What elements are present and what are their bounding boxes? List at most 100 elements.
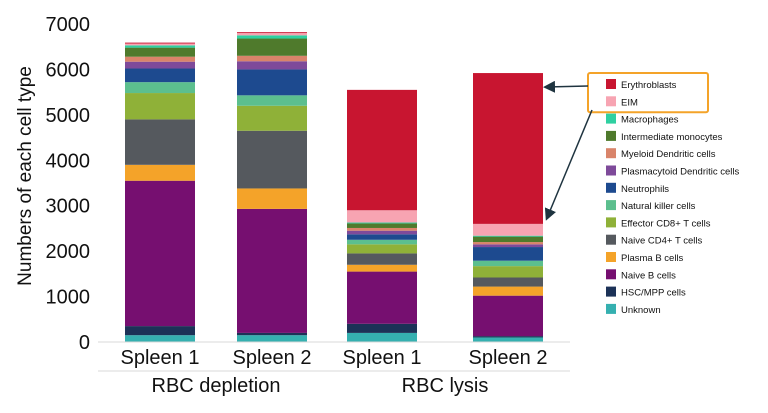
bar-segment [473,295,543,337]
y-axis-label: Numbers of each cell type [15,66,36,286]
bar-segment [125,45,195,48]
bar-segment [237,38,307,56]
bar-segment [237,332,307,336]
x-tick-label: Spleen 2 [233,347,312,369]
legend-swatch [606,113,616,124]
x-tick-label: Spleen 1 [121,347,200,369]
legend-swatch [606,96,616,107]
x-tick-label: Spleen 1 [343,347,422,369]
legend-swatch [606,200,616,211]
bar-stack [237,32,307,342]
legend-label: Neutrophils [621,184,669,195]
bar-segment [237,208,307,333]
legend-swatch [606,79,616,89]
bar-segment [125,326,195,336]
legend-swatch [606,286,616,297]
group-label: RBC depletion [152,375,281,397]
bar-segment [125,42,195,44]
bar-segment [125,47,195,57]
annotation-arrow [543,80,589,93]
bar-segment [347,230,417,235]
y-tick-label: 1000 [46,287,91,309]
bar-segment [237,130,307,189]
legend-swatch [606,148,616,159]
bar-segment [347,227,417,231]
y-tick-label: 3000 [46,196,91,218]
legend-label: Plasmacytoid Dendritic cells [621,167,740,178]
y-tick-label: 6000 [46,59,91,81]
x-axis-labels: Spleen 1 Spleen 2 Spleen 1 Spleen 2 RBC depl… [121,347,548,397]
bar-segment [347,323,417,333]
legend-label: Natural killer cells [621,201,696,212]
y-tick-label: 5000 [46,105,91,127]
y-tick-label: 2000 [46,241,91,263]
legend-label: Myeloid Dendritic cells [621,149,716,160]
bar-segment [347,271,417,324]
legend-label: Naive B cells [621,270,676,281]
y-tick-label: 4000 [46,150,91,172]
bar-segment [473,73,543,224]
group-label: RBC lysis [402,375,489,397]
bar-segment [237,69,307,96]
y-tick-label: 0 [79,332,90,354]
legend-highlight-box [587,72,709,114]
legend-label: Plasma B cells [621,253,684,264]
bar-segment [473,286,543,296]
bar-segment [347,253,417,265]
legend-swatch [606,165,616,176]
bar-segment [125,180,195,327]
bar-segment [347,239,417,245]
bar-segment [237,32,307,34]
annotations [543,72,709,221]
legend-swatch [606,234,616,245]
bar-segment [347,89,417,211]
bar-segment [473,244,543,248]
bar-segment [125,82,195,94]
bar-segment [237,55,307,62]
legend-swatch [606,252,616,262]
bar-segment [473,235,543,237]
bar-stack [473,73,543,342]
bar-segment [473,247,543,261]
bar-stack [125,42,195,342]
bar-segment [473,242,543,245]
legend-label: Macrophages [621,115,679,126]
bar-segment [237,61,307,70]
bar-segment [347,223,417,228]
bar-segment [125,68,195,83]
bar-segment [237,188,307,209]
bar-segment [237,105,307,131]
bar-segment [473,337,543,342]
bar-segment [237,35,307,39]
bar-stack [347,89,417,342]
legend-swatch [606,182,616,193]
legend-label: HSC/MPP cells [621,288,686,299]
bar-segment [125,61,195,69]
legend-swatch [606,303,616,314]
bar-segment [125,335,195,342]
y-tick-label: 7000 [46,14,91,36]
bar-segment [473,260,543,267]
bar-segment [125,164,195,181]
bar-segment [125,43,195,46]
legend-swatch [606,269,616,280]
bar-segment [125,119,195,165]
bar-segment [347,244,417,254]
bar-segment [237,33,307,36]
legend-label: Erythroblasts [621,80,677,91]
bar-segment [125,56,195,62]
legend-label: Intermediate monocytes [621,132,723,143]
bar-segment [347,222,417,224]
annotation-arrow [544,109,593,221]
bar-segment [347,210,417,223]
legend-label: EIM [621,97,638,108]
legend-label: Effector CD8+ T cells [621,218,711,229]
bar-segment [473,336,543,338]
bar-segment [473,236,543,243]
legend-swatch [606,217,616,228]
bar-segment [347,332,417,342]
bar-segment [473,223,543,236]
bars [125,32,543,342]
legend-label: Unknown [621,305,661,316]
